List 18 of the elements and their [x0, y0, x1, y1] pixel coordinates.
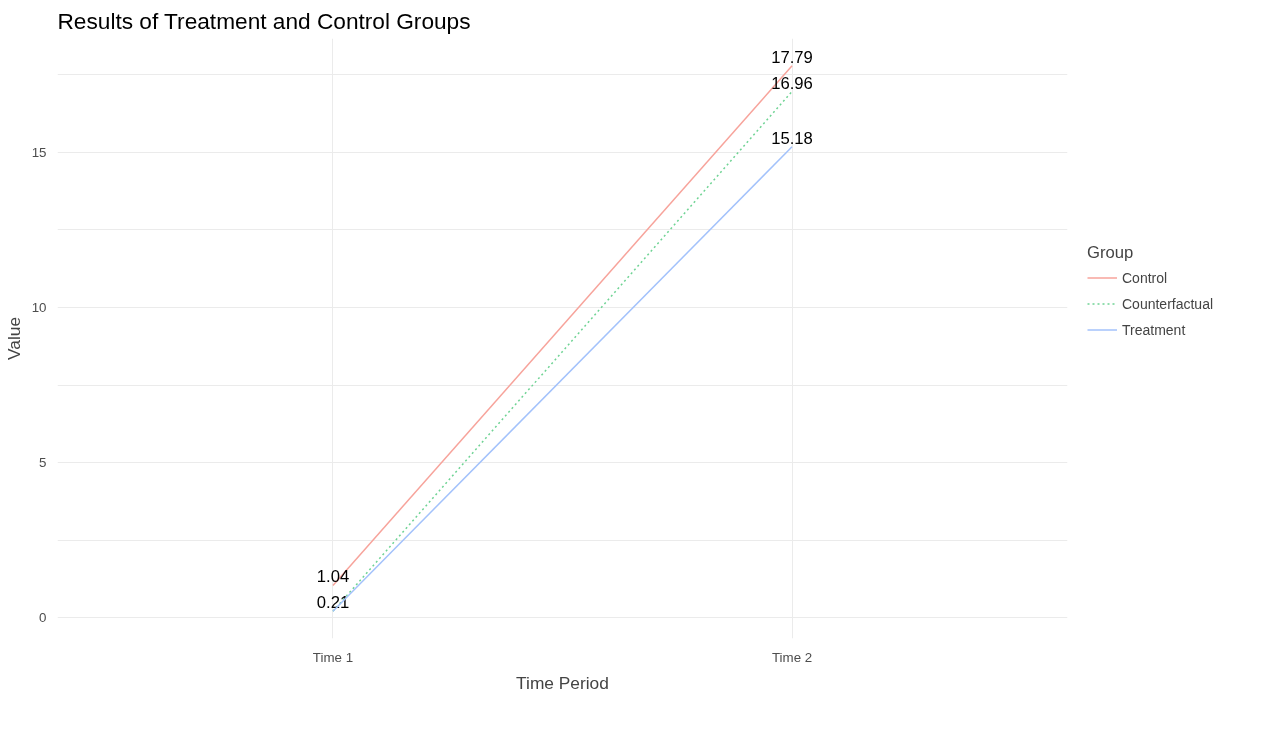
- y-tick-label: 15: [31, 144, 47, 160]
- y-tick-label: 10: [31, 299, 47, 315]
- data-label: 16.96: [771, 73, 813, 93]
- x-tick-label: Time 2: [771, 649, 813, 665]
- data-label: 0.21: [316, 593, 350, 613]
- legend-label: Treatment: [1122, 321, 1186, 337]
- y-tick-label: 0: [39, 610, 47, 626]
- y-tick-label: 5: [39, 455, 47, 471]
- x-tick-label: Time 1: [312, 649, 354, 665]
- data-label: 17.79: [771, 47, 813, 67]
- legend-title: Group: [1087, 242, 1135, 262]
- data-label: 15.18: [771, 128, 813, 148]
- x-axis-title: Time Period: [516, 672, 609, 693]
- chart-title: Results of Treatment and Control Groups: [57, 7, 471, 34]
- data-label: 1.04: [316, 567, 350, 587]
- legend-label: Control: [1122, 269, 1168, 285]
- y-axis-title: Value: [3, 316, 24, 361]
- legend-label: Counterfactual: [1122, 295, 1214, 311]
